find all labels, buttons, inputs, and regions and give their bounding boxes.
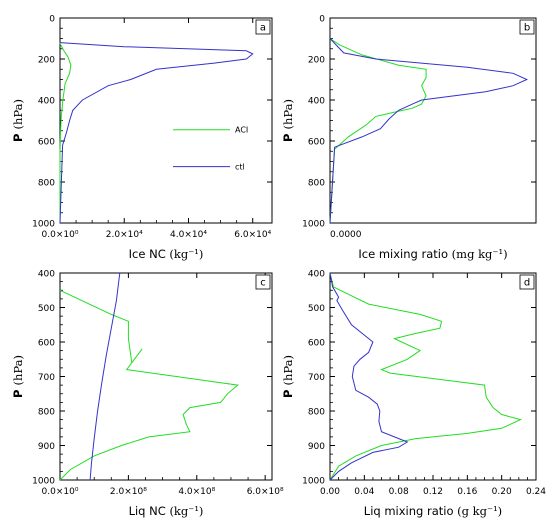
x-axis-label: Liq NC (kg⁻¹) xyxy=(129,504,204,518)
x-tick-label: 0.00 xyxy=(320,487,340,497)
x-axis-label: Ice NC (kg⁻¹) xyxy=(129,247,204,261)
x-tick-label: 0.0000 xyxy=(330,230,362,240)
y-tick-label: 900 xyxy=(308,442,325,452)
y-tick-label: 1000 xyxy=(302,477,325,487)
y-tick-label: 500 xyxy=(308,304,325,314)
x-tick-label: 0.16 xyxy=(457,487,477,497)
x-tick-label: 6.0×10⁸ xyxy=(247,487,284,497)
panel-label-box xyxy=(519,19,535,35)
series-ACI-line xyxy=(59,42,72,223)
plot-frame xyxy=(59,272,273,481)
y-tick-label: 600 xyxy=(308,339,325,349)
y-tick-label: 800 xyxy=(38,408,55,418)
panel-label: a xyxy=(260,23,266,34)
y-tick-label: 1000 xyxy=(32,220,55,230)
panel-b: 0 200 400 600 800 1000 0.0000 b Ice mixing ratio… xyxy=(281,15,537,261)
y-axis-label: P (hPa) xyxy=(281,99,295,142)
y-tick-label: 400 xyxy=(38,97,55,107)
series-ctl-line xyxy=(329,38,529,224)
y-tick-label: 800 xyxy=(308,179,325,189)
y-tick-label: 200 xyxy=(308,56,325,66)
panel-label: d xyxy=(524,278,530,289)
x-tick-label: 0.20 xyxy=(492,487,512,497)
x-tick-label: 0.0×10⁰ xyxy=(42,487,79,497)
y-tick-label: 800 xyxy=(38,179,55,189)
panel-label-box xyxy=(255,19,271,35)
x-tick-label: 0.24 xyxy=(526,487,546,497)
x-tick-label: 0.04 xyxy=(354,487,374,497)
x-axis-label: Liq mixing ratio (g kg⁻¹) xyxy=(364,504,502,518)
y-axis-label: P (hPa) xyxy=(11,355,25,398)
panel-label: c xyxy=(260,278,266,289)
x-tick-label: 2.0×10⁴ xyxy=(106,230,143,240)
y-tick-label: 1000 xyxy=(32,477,55,487)
panel-label: b xyxy=(524,23,530,34)
y-tick-label: 600 xyxy=(38,138,55,148)
x-axis-label: Ice mixing ratio (mg kg⁻¹) xyxy=(358,247,507,261)
x-tick-label: 0.0×10⁰ xyxy=(42,230,79,240)
y-tick-label: 0 xyxy=(319,15,325,25)
y-tick-label: 400 xyxy=(308,97,325,107)
legend: ACI ctl xyxy=(173,126,248,172)
legend-label-ACI: ACI xyxy=(235,126,248,135)
plot-frame xyxy=(59,17,273,224)
x-tick-label: 2.0×10⁸ xyxy=(110,487,147,497)
series-ACI-line xyxy=(59,289,239,481)
x-tick-label: 4.0×10⁸ xyxy=(178,487,215,497)
x-tick-label: 4.0×10⁴ xyxy=(170,230,207,240)
x-tick-label: 0.12 xyxy=(423,487,443,497)
y-tick-label: 0 xyxy=(49,15,55,25)
y-tick-label: 700 xyxy=(38,373,55,383)
y-tick-label: 800 xyxy=(308,408,325,418)
series-ctl-line xyxy=(329,272,409,481)
y-axis-label: P (hPa) xyxy=(281,355,295,398)
y-tick-label: 700 xyxy=(308,373,325,383)
y-tick-label: 400 xyxy=(38,270,55,280)
series-ACI-line xyxy=(329,272,522,481)
series-ACI-line xyxy=(329,38,427,224)
y-tick-label: 600 xyxy=(308,138,325,148)
plot-frame xyxy=(329,17,537,224)
panel-label-box xyxy=(519,274,535,290)
series-ctl-line xyxy=(59,42,254,224)
y-tick-label: 1000 xyxy=(302,220,325,230)
series-ctl-line xyxy=(89,272,121,481)
x-tick-label: 0.08 xyxy=(389,487,409,497)
plot-frame xyxy=(329,272,537,481)
y-tick-label: 400 xyxy=(308,270,325,280)
y-tick-label: 900 xyxy=(38,442,55,452)
y-axis-label: P (hPa) xyxy=(11,99,25,142)
y-tick-label: 600 xyxy=(38,339,55,349)
y-tick-label: 200 xyxy=(38,56,55,66)
x-tick-label: 6.0×10⁴ xyxy=(234,230,271,240)
legend-label-ctl: ctl xyxy=(235,163,245,172)
y-tick-label: 500 xyxy=(38,304,55,314)
panel-label-box xyxy=(255,274,271,290)
